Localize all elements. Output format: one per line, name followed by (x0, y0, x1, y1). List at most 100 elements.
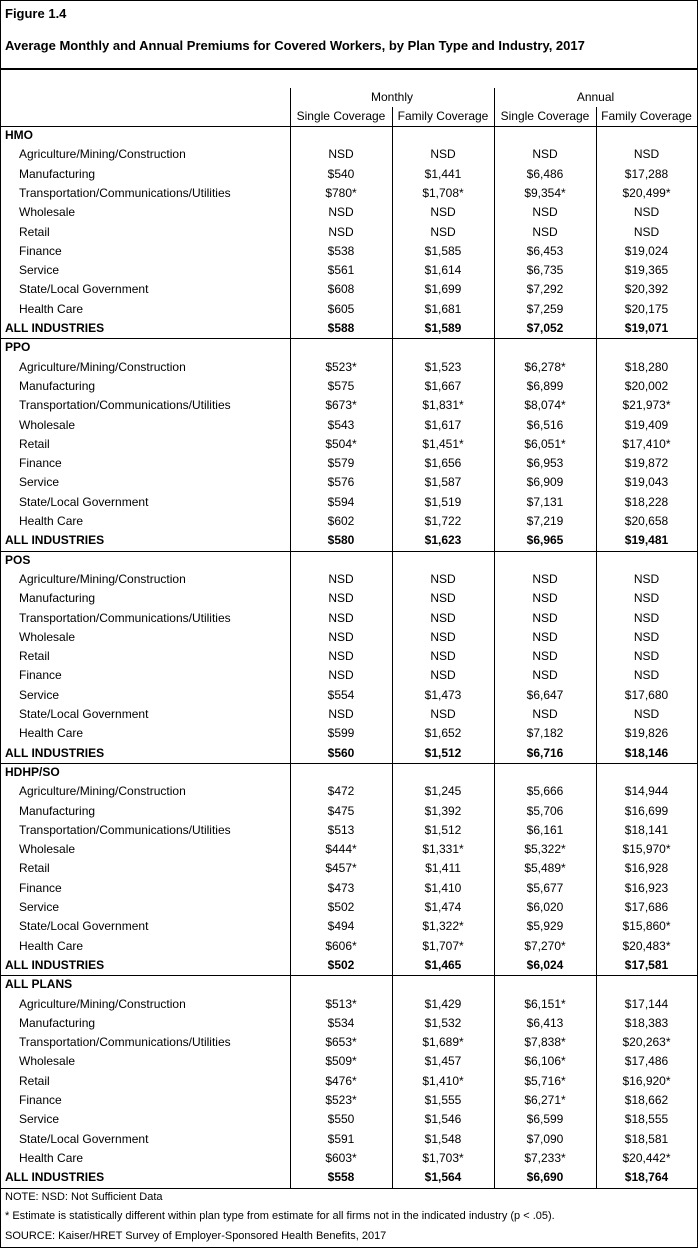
row-label: Agriculture/Mining/Construction (19, 784, 186, 799)
cell: $1,322* (422, 919, 464, 934)
cell: NSD (633, 571, 660, 586)
row-label: Agriculture/Mining/Construction (19, 147, 186, 162)
cell: $1,708* (422, 185, 464, 200)
row-label: Health Care (19, 938, 84, 953)
column-header: Family Coverage (397, 109, 489, 123)
cell: $1,555 (424, 1093, 462, 1107)
cell: $1,457 (424, 1054, 462, 1069)
cell: NSD (328, 668, 354, 683)
row-label: Manufacturing (19, 591, 96, 606)
cell: $6,106* (524, 1054, 566, 1069)
cell: $1,441 (424, 166, 462, 181)
title: Average Monthly and Annual Premiums for … (5, 38, 585, 53)
section-rule (1, 762, 697, 764)
cell: $18,383 (624, 1015, 669, 1030)
cell: NSD (328, 571, 354, 586)
cell: $18,581 (624, 1131, 669, 1146)
cell: $17,144 (624, 996, 669, 1011)
cell: NSD (633, 591, 660, 606)
cell: NSD (532, 668, 558, 683)
cell: $7,838* (524, 1035, 566, 1050)
cell: $444* (325, 842, 357, 857)
cell: $602 (327, 514, 355, 528)
group-header: Annual (576, 90, 615, 104)
row-label: Wholesale (19, 842, 76, 857)
cell: $1,519 (424, 494, 462, 509)
column-rule (494, 88, 495, 1188)
section-name: HMO (5, 128, 33, 142)
cell: $1,392 (424, 803, 462, 818)
cell: $5,706 (526, 803, 564, 818)
cell: $1,474 (424, 900, 462, 914)
cell: $17,686 (624, 900, 669, 914)
cell: $472 (327, 784, 355, 799)
cell: $579 (327, 456, 355, 471)
section-name: POS (5, 552, 31, 567)
cell: $6,599 (526, 1112, 564, 1127)
cell: $18,141 (624, 822, 669, 837)
cell: NSD (633, 205, 660, 220)
row-label: Agriculture/Mining/Construction (19, 571, 186, 586)
row-label: Retail (19, 224, 50, 239)
cell: $534 (327, 1015, 355, 1030)
cell: NSD (430, 649, 456, 664)
cell: $7,259 (526, 301, 564, 316)
row-label: ALL INDUSTRIES (5, 1170, 105, 1185)
cell: $1,722 (424, 514, 462, 528)
cell: NSD (430, 571, 456, 586)
cell: $9,354* (524, 185, 566, 200)
cell: $550 (327, 1112, 355, 1127)
cell: $1,681 (424, 301, 462, 316)
cell: $5,322* (524, 842, 566, 857)
cell: $19,071 (624, 321, 669, 335)
cell: NSD (328, 629, 354, 644)
cell: $16,699 (624, 803, 669, 818)
cell: NSD (532, 147, 558, 162)
row-label: ALL INDUSTRIES (5, 321, 105, 335)
cell: $509* (325, 1054, 357, 1069)
cell: $21,973* (622, 398, 671, 413)
row-label: Retail (19, 861, 50, 876)
row-label: Health Care (19, 301, 84, 316)
row-label: Service (19, 687, 60, 702)
cell: NSD (430, 147, 456, 162)
cell: $561 (327, 263, 355, 278)
cell: $1,699 (424, 282, 462, 297)
row-label: Manufacturing (19, 166, 96, 181)
cell: $6,020 (526, 900, 564, 914)
row-label: Transportation/Communications/Utilities (19, 398, 231, 413)
cell: $6,278* (524, 359, 566, 374)
cell: NSD (328, 649, 354, 664)
cell: NSD (633, 707, 660, 721)
row-label: Agriculture/Mining/Construction (19, 359, 186, 374)
cell: $576 (327, 475, 355, 490)
cell: $608 (327, 282, 355, 297)
cell: NSD (633, 668, 660, 683)
cell: $1,707* (422, 938, 464, 953)
cell: $475 (327, 803, 355, 818)
cell: $18,662 (624, 1093, 669, 1107)
cell: $1,652 (424, 726, 462, 741)
row-label: Wholesale (19, 629, 76, 644)
cell: $494 (327, 919, 355, 934)
cell: $5,677 (526, 880, 564, 895)
section-name: HDHP/SO (5, 764, 60, 779)
cell: $17,486 (624, 1054, 669, 1069)
cell: $16,920* (622, 1073, 671, 1088)
cell: $19,409 (624, 417, 669, 432)
cell: $603* (325, 1150, 357, 1165)
cell: $1,546 (424, 1112, 462, 1127)
cell: $504* (325, 436, 357, 451)
cell: $6,716 (526, 745, 564, 760)
column-rule (392, 107, 393, 1188)
cell: $588 (327, 321, 355, 335)
table-bottom-rule (1, 1187, 697, 1189)
cell: $6,735 (526, 263, 564, 278)
cell: $6,413 (526, 1015, 564, 1030)
cell: $18,146 (624, 745, 669, 760)
cell: $18,764 (624, 1170, 669, 1185)
row-label: Transportation/Communications/Utilities (19, 185, 231, 200)
cell: $20,499* (622, 185, 671, 200)
cell: NSD (328, 707, 354, 721)
row-label: State/Local Government (19, 1131, 149, 1146)
